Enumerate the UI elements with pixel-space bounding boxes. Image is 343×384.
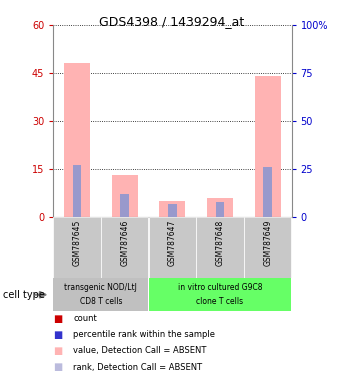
Bar (149, 217, 196, 278)
Text: clone T cells: clone T cells (197, 297, 244, 306)
Bar (197, 217, 244, 278)
Text: transgenic NOD/LtJ: transgenic NOD/LtJ (64, 283, 137, 292)
Text: count: count (73, 314, 97, 323)
Text: ■: ■ (53, 314, 62, 324)
Bar (120, 194, 129, 217)
Bar (111, 175, 138, 217)
Bar (255, 76, 281, 217)
Text: ■: ■ (53, 362, 62, 372)
Text: ■: ■ (53, 346, 62, 356)
Text: rank, Detection Call = ABSENT: rank, Detection Call = ABSENT (73, 362, 202, 372)
Bar (54, 217, 100, 278)
Text: ■: ■ (53, 330, 62, 340)
Text: GSM787648: GSM787648 (215, 219, 225, 266)
Text: in vitro cultured G9C8: in vitro cultured G9C8 (178, 283, 262, 292)
Text: GDS4398 / 1439294_at: GDS4398 / 1439294_at (99, 15, 244, 28)
Text: value, Detection Call = ABSENT: value, Detection Call = ABSENT (73, 346, 206, 356)
Bar (244, 217, 291, 278)
Text: CD8 T cells: CD8 T cells (80, 297, 122, 306)
Bar (159, 201, 186, 217)
Bar (207, 198, 233, 217)
Bar (168, 204, 177, 217)
Bar (216, 202, 224, 217)
Text: cell type: cell type (3, 290, 45, 300)
Text: GSM787645: GSM787645 (72, 219, 82, 266)
Text: percentile rank within the sample: percentile rank within the sample (73, 330, 215, 339)
Text: GSM787647: GSM787647 (168, 219, 177, 266)
Bar (101, 217, 148, 278)
Bar (263, 167, 272, 217)
Text: GSM787646: GSM787646 (120, 219, 129, 266)
Bar (149, 278, 291, 311)
Bar (54, 278, 148, 311)
Text: GSM787649: GSM787649 (263, 219, 272, 266)
Bar (64, 63, 90, 217)
Bar (73, 165, 81, 217)
